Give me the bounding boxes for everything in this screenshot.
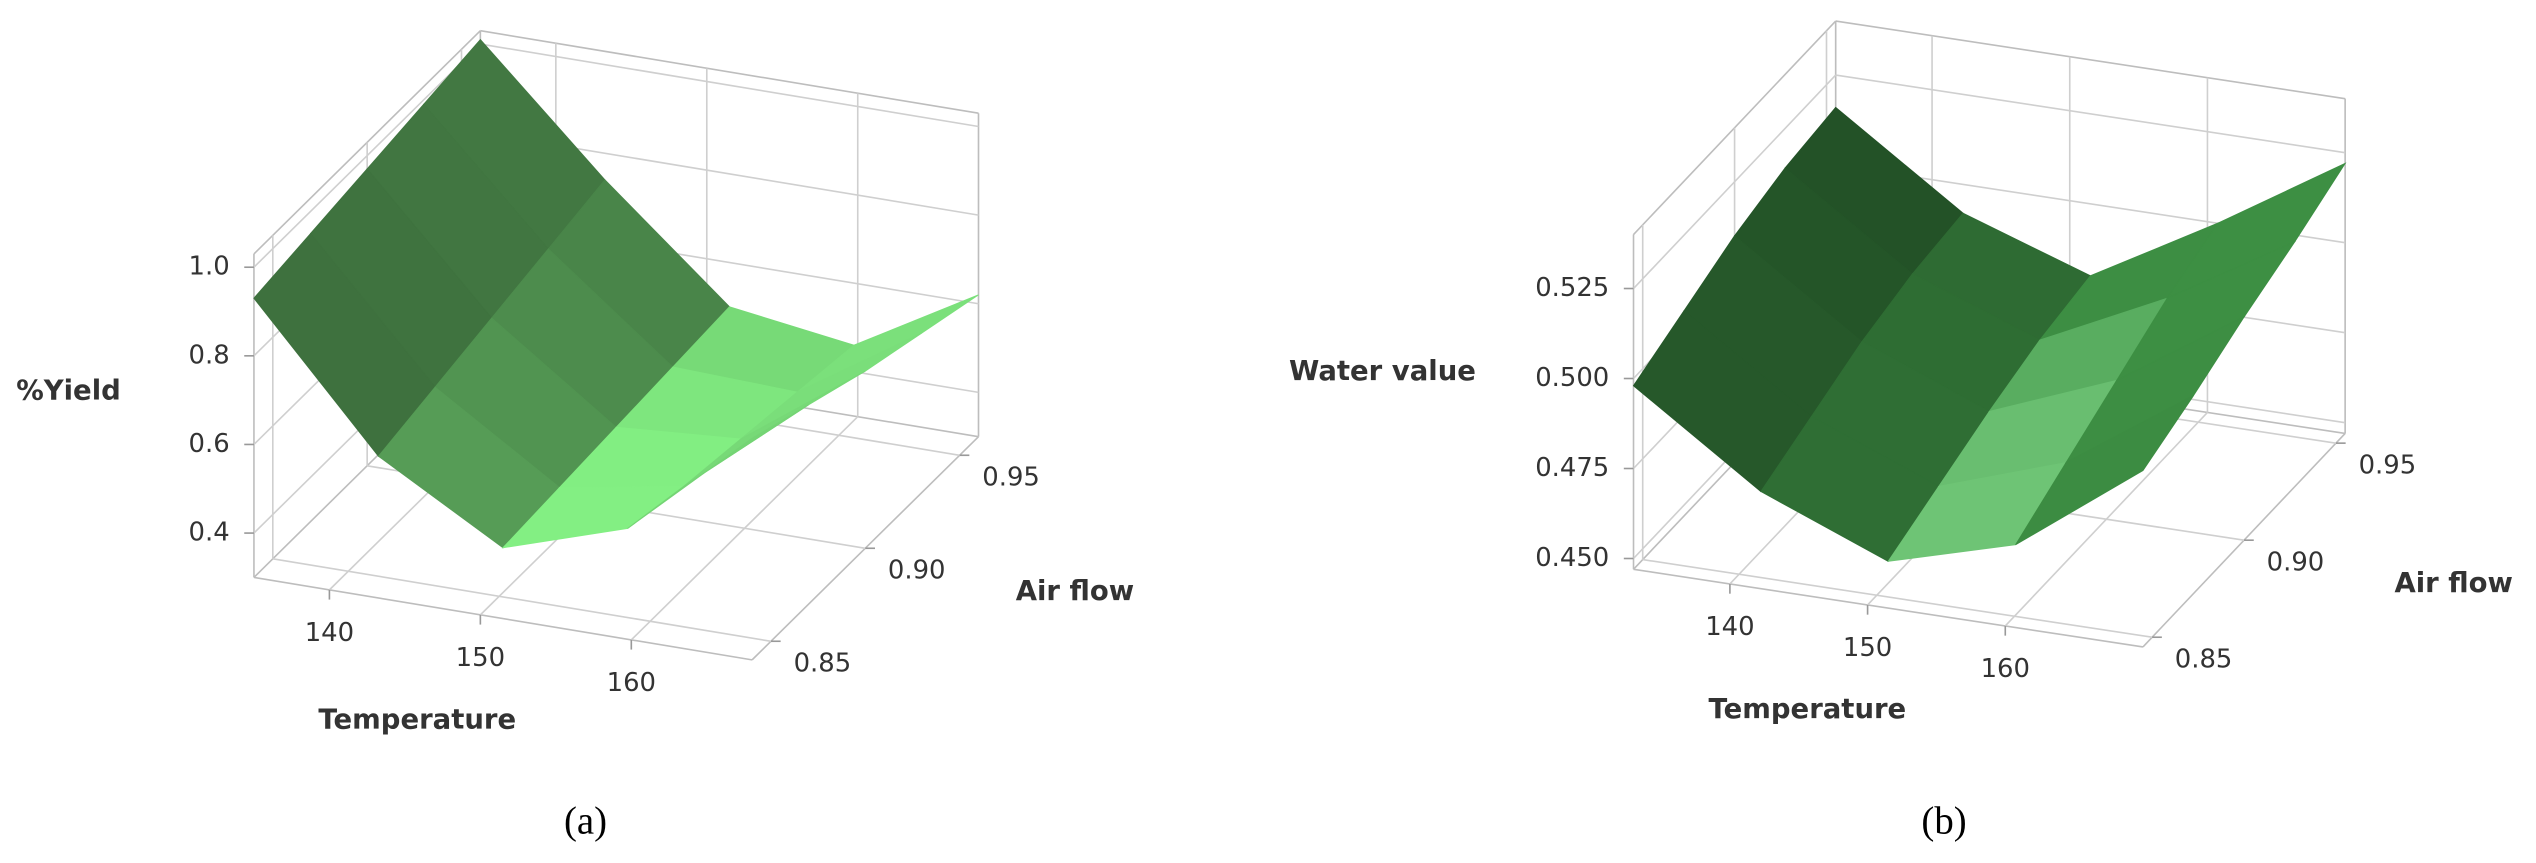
y-tick-label: 0.95 <box>2359 450 2417 480</box>
z-tick-label: 0.8 <box>189 340 230 370</box>
caption: (a) <box>564 800 607 843</box>
x-axis-label: Temperature <box>318 704 516 736</box>
x-tick-label: 150 <box>456 643 505 673</box>
axis-frame <box>253 576 753 661</box>
x-tick-label: 140 <box>1705 612 1754 642</box>
y-tick-label: 0.90 <box>2267 547 2325 577</box>
grid-line <box>272 557 772 643</box>
surface-patch <box>2015 395 2194 546</box>
axis-frame <box>1633 568 2144 648</box>
x-tick-label: 160 <box>607 668 656 698</box>
x-tick-label: 140 <box>305 618 354 648</box>
z-axis-label: Water value <box>1289 355 1476 387</box>
axis-frame <box>1835 20 2346 100</box>
caption: (b) <box>1921 800 1966 843</box>
x-tick-label: 150 <box>1843 633 1892 663</box>
z-tick-label: 1.0 <box>189 252 230 282</box>
y-tick-label: 0.85 <box>794 648 852 678</box>
x-axis-label: Temperature <box>1709 693 1907 725</box>
z-tick-label: 0.500 <box>1535 363 1609 393</box>
z-tick-label: 0.450 <box>1535 543 1609 573</box>
y-axis-label: Air flow <box>2394 567 2512 599</box>
y-axis-label: Air flow <box>1016 575 1134 607</box>
grid-line <box>1642 558 2153 639</box>
z-tick-label: 0.475 <box>1535 453 1609 483</box>
z-tick-label: 0.4 <box>189 518 230 548</box>
grid-line <box>1835 74 2346 154</box>
y-tick-label: 0.90 <box>888 555 946 585</box>
axis-frame <box>253 30 481 255</box>
y-tick-label: 0.95 <box>982 462 1040 492</box>
z-tick-label: 0.6 <box>189 429 230 459</box>
grid-line <box>480 43 979 128</box>
surface-patch <box>627 404 809 529</box>
z-axis-label: %Yield <box>16 374 121 406</box>
z-tick-label: 0.525 <box>1535 273 1609 303</box>
x-tick-label: 160 <box>1981 654 2030 684</box>
axis-frame <box>480 29 979 115</box>
y-tick-label: 0.85 <box>2175 644 2233 674</box>
